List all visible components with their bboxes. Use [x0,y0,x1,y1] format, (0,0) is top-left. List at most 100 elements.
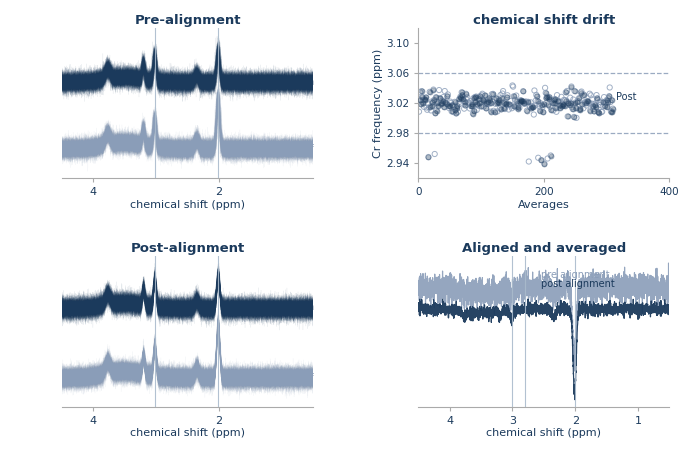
Point [555,98,566,106]
Point [442,91,453,98]
Point [518,87,529,95]
Point [543,95,554,102]
Point [571,104,582,112]
Point [466,103,477,110]
Point [504,102,515,109]
Point [595,99,607,106]
Point [418,96,429,103]
Point [506,103,517,110]
Point [451,104,462,112]
Point [526,105,537,112]
Point [582,97,593,105]
Point [518,99,529,106]
Point [503,106,514,113]
Point [454,100,465,108]
Point [489,109,500,116]
Point [472,101,483,108]
Point [557,101,568,108]
Point [469,107,480,115]
Point [547,99,558,106]
Point [426,98,437,105]
Point [607,108,618,115]
Point [504,101,515,108]
Point [428,86,439,93]
Point [481,100,492,107]
Point [473,99,484,107]
Y-axis label: Cr frequency (ppm): Cr frequency (ppm) [373,48,384,158]
Point [463,99,474,106]
Point [551,91,562,99]
Point [589,101,600,108]
Point [502,94,513,101]
Point [535,107,546,115]
Point [452,102,463,109]
Point [598,98,609,106]
Point [462,94,473,101]
Point [545,152,556,159]
Point [497,90,508,97]
Point [425,103,436,110]
Point [575,89,586,96]
Point [536,102,547,109]
Point [578,92,589,99]
Point [584,107,595,114]
Point [565,99,576,107]
Point [509,92,520,100]
Point [480,99,491,106]
Point [560,89,571,96]
Point [522,98,533,105]
Point [549,96,560,103]
Point [604,92,615,100]
Point [429,150,440,158]
Point [493,98,504,105]
Point [564,94,575,101]
Point [460,90,471,97]
Point [498,104,509,112]
Point [575,89,586,96]
Point [535,107,546,115]
Point [590,102,601,109]
Point [498,104,509,112]
Point [509,103,520,110]
Point [422,106,433,114]
Point [424,104,435,111]
Point [461,96,472,103]
Point [579,98,590,106]
Point [605,108,616,115]
Point [557,103,568,110]
Point [580,99,591,106]
Point [488,90,499,97]
Point [451,109,462,117]
Point [460,102,471,109]
Title: chemical shift drift: chemical shift drift [473,13,615,26]
Point [593,109,604,117]
Point [482,98,493,105]
Point [566,83,577,90]
Point [469,93,480,101]
Point [509,92,520,100]
Point [571,114,582,122]
Point [457,95,469,103]
Point [425,103,436,110]
Point [568,96,579,103]
Point [447,102,458,109]
Point [421,104,432,111]
Point [441,100,452,107]
Point [591,103,602,111]
Point [538,101,549,108]
Point [448,103,460,110]
Point [501,101,512,108]
Point [467,110,478,117]
Point [560,89,571,96]
Point [586,100,597,107]
Point [477,96,489,103]
Point [578,91,589,98]
Point [453,95,464,103]
Point [538,101,549,108]
Point [587,103,598,110]
Point [500,99,511,106]
Point [597,108,608,116]
X-axis label: chemical shift (ppm): chemical shift (ppm) [486,428,602,438]
Point [567,105,578,113]
Point [541,94,552,102]
